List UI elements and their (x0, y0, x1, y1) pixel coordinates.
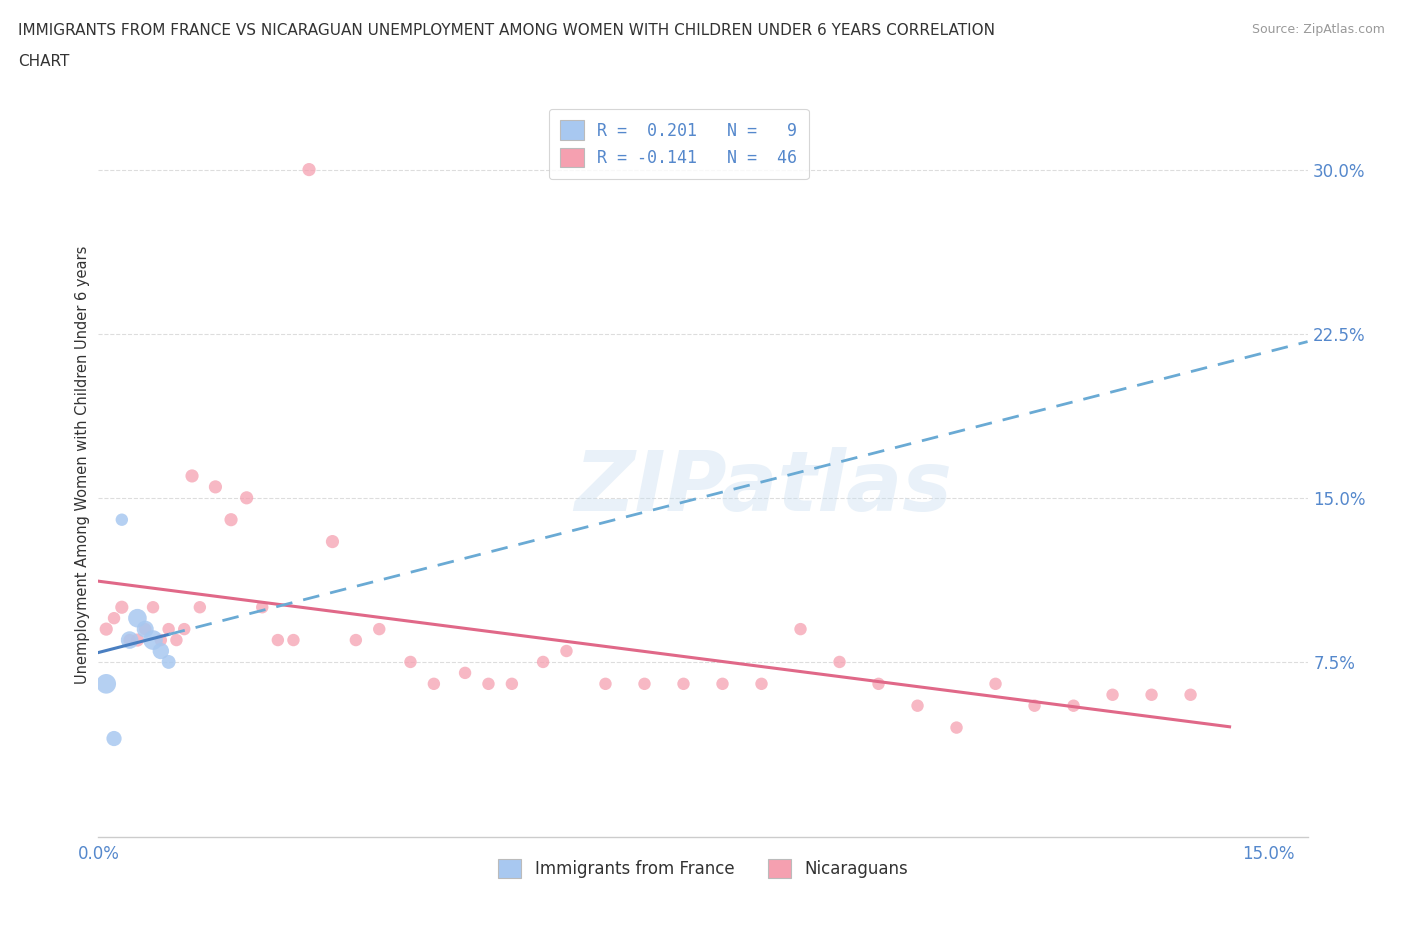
Point (142, 632, 165, 647)
Point (219, 512, 242, 527)
Point (267, 632, 290, 647)
Point (751, 676, 773, 691)
Point (235, 490, 257, 505)
Point (907, 698, 929, 713)
Point (111, 512, 134, 527)
Point (423, 676, 446, 691)
Text: Source: ZipAtlas.com: Source: ZipAtlas.com (1251, 23, 1385, 36)
Point (142, 600, 165, 615)
Point (118, 632, 141, 647)
Point (984, 676, 1007, 691)
Point (103, 731, 125, 746)
Text: CHART: CHART (18, 54, 70, 69)
Point (531, 655, 554, 670)
Point (252, 600, 274, 615)
Point (181, 469, 204, 484)
Point (96, 621, 118, 636)
Point (283, 632, 305, 647)
Point (149, 632, 172, 647)
Point (149, 644, 172, 658)
Point (399, 655, 422, 670)
Point (134, 621, 156, 636)
Legend: Immigrants from France, Nicaraguans: Immigrants from France, Nicaraguans (491, 852, 915, 884)
Point (501, 676, 523, 691)
Point (118, 632, 141, 647)
Point (157, 655, 180, 670)
Point (173, 621, 195, 636)
Point (595, 676, 617, 691)
Point (454, 666, 477, 681)
Point (321, 534, 343, 549)
Point (633, 676, 655, 691)
Point (555, 644, 578, 658)
Point (103, 611, 125, 626)
Text: IMMIGRANTS FROM FRANCE VS NICARAGUAN UNEMPLOYMENT AMONG WOMEN WITH CHILDREN UNDE: IMMIGRANTS FROM FRANCE VS NICARAGUAN UNE… (18, 23, 995, 38)
Point (368, 621, 391, 636)
Text: ZIPatlas: ZIPatlas (575, 446, 952, 528)
Point (672, 676, 695, 691)
Point (945, 720, 967, 735)
Point (828, 655, 851, 670)
Point (188, 600, 211, 615)
Point (127, 611, 149, 626)
Point (1063, 698, 1085, 713)
Point (111, 600, 134, 615)
Point (868, 676, 890, 691)
Point (477, 676, 499, 691)
Point (344, 632, 367, 647)
Point (789, 621, 811, 636)
Point (1101, 687, 1123, 702)
Point (157, 621, 180, 636)
Point (298, 162, 321, 177)
Point (1024, 698, 1046, 713)
Point (96, 676, 118, 691)
Point (1140, 687, 1163, 702)
Point (165, 632, 187, 647)
Point (134, 621, 156, 636)
Point (1180, 687, 1202, 702)
Point (127, 632, 149, 647)
Y-axis label: Unemployment Among Women with Children Under 6 years: Unemployment Among Women with Children U… (75, 246, 90, 684)
Point (204, 480, 226, 495)
Point (711, 676, 734, 691)
